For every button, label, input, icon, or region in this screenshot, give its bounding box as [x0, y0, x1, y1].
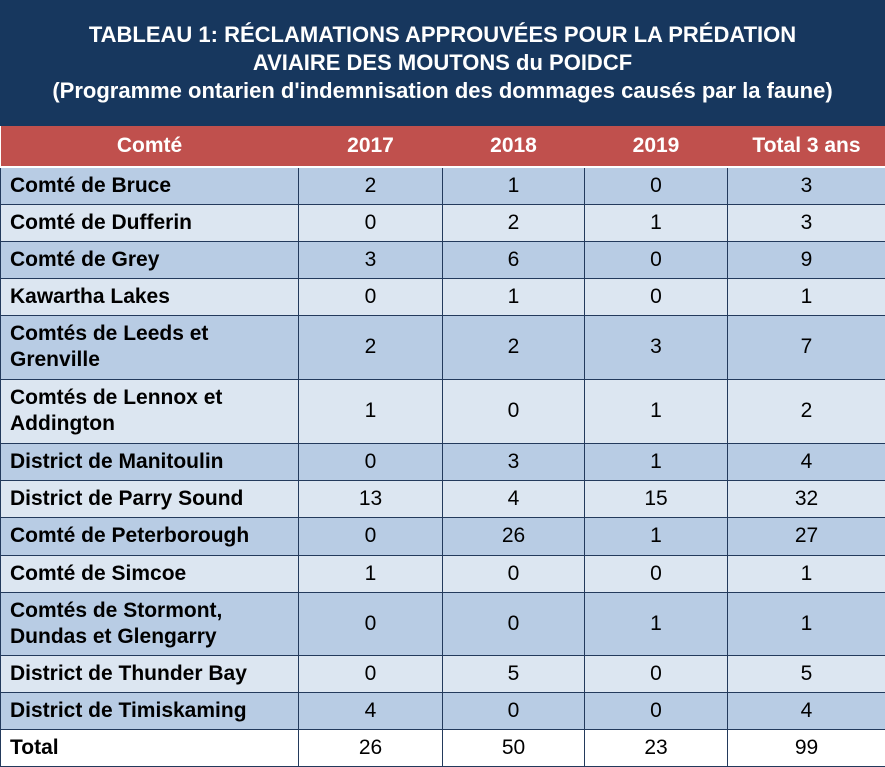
row-2017: 2	[299, 315, 443, 379]
row-2018: 2	[443, 204, 585, 241]
row-2017: 0	[299, 517, 443, 555]
row-2017: 13	[299, 480, 443, 517]
row-county: District de Manitoulin	[1, 443, 299, 480]
row-2017: 0	[299, 655, 443, 692]
total-2019: 23	[585, 729, 728, 766]
row-2019: 3	[585, 315, 728, 379]
title-subtitle: (Programme ontarien d'indemnisation des …	[0, 77, 885, 105]
row-total: 1	[728, 278, 885, 315]
row-total: 2	[728, 379, 885, 443]
table-title: TABLEAU 1: RÉCLAMATIONS APPROUVÉES POUR …	[0, 0, 885, 126]
header-2017: 2017	[299, 126, 443, 167]
row-2017: 1	[299, 379, 443, 443]
row-2019: 0	[585, 241, 728, 278]
row-2018: 0	[443, 379, 585, 443]
row-2019: 1	[585, 592, 728, 655]
table-row: Comté de Dufferin 0 2 1 3	[1, 204, 885, 241]
row-total: 27	[728, 517, 885, 555]
row-total: 1	[728, 555, 885, 592]
header-county: Comté	[1, 126, 299, 167]
row-total: 7	[728, 315, 885, 379]
row-county: Kawartha Lakes	[1, 278, 299, 315]
row-2018: 0	[443, 592, 585, 655]
total-3-years: 99	[728, 729, 885, 766]
table-row: Kawartha Lakes 0 1 0 1	[1, 278, 885, 315]
table-row: Comté de Peterborough 0 26 1 27	[1, 517, 885, 555]
row-total: 5	[728, 655, 885, 692]
table-row: District de Manitoulin 0 3 1 4	[1, 443, 885, 480]
row-2018: 6	[443, 241, 585, 278]
row-2017: 0	[299, 443, 443, 480]
table-row: Comtés de Stormont, Dundas et Glengarry …	[1, 592, 885, 655]
row-county: Comté de Dufferin	[1, 204, 299, 241]
table-row: Comtés de Lennox et Addington 1 0 1 2	[1, 379, 885, 443]
row-county: District de Thunder Bay	[1, 655, 299, 692]
row-2017: 0	[299, 278, 443, 315]
row-2019: 1	[585, 204, 728, 241]
row-2019: 0	[585, 555, 728, 592]
row-2019: 1	[585, 379, 728, 443]
row-total: 3	[728, 204, 885, 241]
table-row: District de Thunder Bay 0 5 0 5	[1, 655, 885, 692]
row-county: Comté de Grey	[1, 241, 299, 278]
row-total: 4	[728, 692, 885, 729]
row-2017: 0	[299, 592, 443, 655]
row-county: Comtés de Stormont, Dundas et Glengarry	[1, 592, 299, 655]
row-total: 9	[728, 241, 885, 278]
row-total: 32	[728, 480, 885, 517]
row-total: 4	[728, 443, 885, 480]
row-2017: 3	[299, 241, 443, 278]
row-2017: 1	[299, 555, 443, 592]
row-2018: 5	[443, 655, 585, 692]
table-row: Comté de Simcoe 1 0 0 1	[1, 555, 885, 592]
row-2019: 0	[585, 167, 728, 204]
total-2018: 50	[443, 729, 585, 766]
header-2018: 2018	[443, 126, 585, 167]
row-2019: 0	[585, 655, 728, 692]
header-2019: 2019	[585, 126, 728, 167]
row-2018: 0	[443, 555, 585, 592]
total-label: Total	[1, 729, 299, 766]
row-2018: 1	[443, 278, 585, 315]
total-row: Total 26 50 23 99	[1, 729, 885, 766]
title-line-1: TABLEAU 1: RÉCLAMATIONS APPROUVÉES POUR …	[0, 21, 885, 49]
row-2019: 0	[585, 692, 728, 729]
table-row: District de Parry Sound 13 4 15 32	[1, 480, 885, 517]
row-county: Comté de Simcoe	[1, 555, 299, 592]
row-total: 3	[728, 167, 885, 204]
row-2017: 2	[299, 167, 443, 204]
row-2018: 4	[443, 480, 585, 517]
row-2019: 1	[585, 443, 728, 480]
row-2018: 2	[443, 315, 585, 379]
claims-table: Comté 2017 2018 2019 Total 3 ans Comté d…	[0, 126, 885, 767]
row-2018: 0	[443, 692, 585, 729]
row-county: Comtés de Leeds et Grenville	[1, 315, 299, 379]
row-2018: 3	[443, 443, 585, 480]
table-row: Comté de Grey 3 6 0 9	[1, 241, 885, 278]
header-total: Total 3 ans	[728, 126, 885, 167]
row-2018: 26	[443, 517, 585, 555]
row-2017: 0	[299, 204, 443, 241]
table-row: Comtés de Leeds et Grenville 2 2 3 7	[1, 315, 885, 379]
row-2017: 4	[299, 692, 443, 729]
row-2019: 0	[585, 278, 728, 315]
title-line-2: AVIAIRE DES MOUTONS du POIDCF	[0, 49, 885, 77]
header-row: Comté 2017 2018 2019 Total 3 ans	[1, 126, 885, 167]
row-2019: 15	[585, 480, 728, 517]
table-row: Comté de Bruce 2 1 0 3	[1, 167, 885, 204]
row-county: District de Parry Sound	[1, 480, 299, 517]
table-row: District de Timiskaming 4 0 0 4	[1, 692, 885, 729]
row-2019: 1	[585, 517, 728, 555]
row-2018: 1	[443, 167, 585, 204]
total-2017: 26	[299, 729, 443, 766]
row-county: Comté de Bruce	[1, 167, 299, 204]
row-county: Comtés de Lennox et Addington	[1, 379, 299, 443]
row-county: Comté de Peterborough	[1, 517, 299, 555]
row-total: 1	[728, 592, 885, 655]
row-county: District de Timiskaming	[1, 692, 299, 729]
